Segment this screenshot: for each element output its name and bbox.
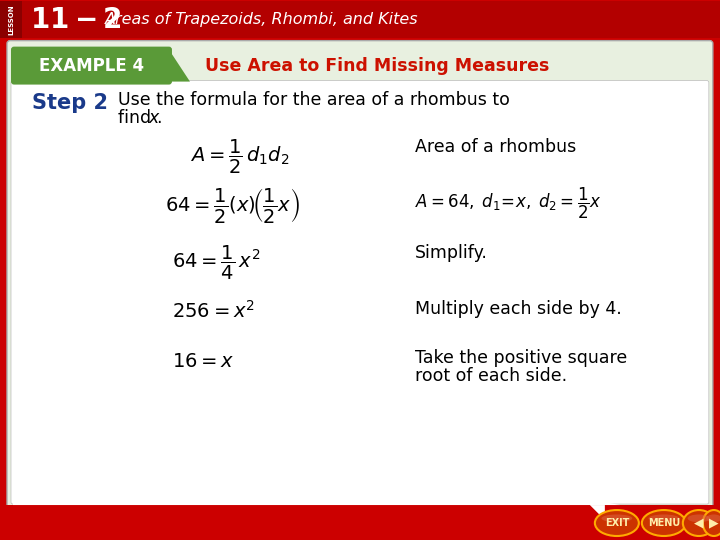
FancyBboxPatch shape xyxy=(0,505,720,540)
Ellipse shape xyxy=(642,510,686,536)
Text: $256 = x^2$: $256 = x^2$ xyxy=(172,300,255,322)
FancyBboxPatch shape xyxy=(11,80,708,504)
Text: Simplify.: Simplify. xyxy=(415,245,487,262)
Ellipse shape xyxy=(601,515,632,522)
Text: LESSON: LESSON xyxy=(8,4,14,35)
Text: ◀: ◀ xyxy=(694,517,703,530)
Text: Take the positive square: Take the positive square xyxy=(415,349,627,367)
Text: Areas of Trapezoids, Rhombi, and Kites: Areas of Trapezoids, Rhombi, and Kites xyxy=(105,12,418,27)
Text: $64 = \dfrac{1}{4}\,x^2$: $64 = \dfrac{1}{4}\,x^2$ xyxy=(172,245,261,282)
Text: $x$: $x$ xyxy=(148,109,161,126)
Text: $A = \dfrac{1}{2}\,d_1 d_2$: $A = \dfrac{1}{2}\,d_1 d_2$ xyxy=(190,138,289,176)
Text: EXIT: EXIT xyxy=(605,518,629,528)
FancyBboxPatch shape xyxy=(0,1,22,38)
Text: Step 2: Step 2 xyxy=(32,92,108,112)
FancyBboxPatch shape xyxy=(0,1,720,38)
Text: $64 = \dfrac{1}{2}(x)\!\left(\dfrac{1}{2}x\right)$: $64 = \dfrac{1}{2}(x)\!\left(\dfrac{1}{2… xyxy=(165,186,300,225)
Text: Multiply each side by 4.: Multiply each side by 4. xyxy=(415,300,621,318)
Text: Area of a rhombus: Area of a rhombus xyxy=(415,138,576,156)
Text: Use Area to Find Missing Measures: Use Area to Find Missing Measures xyxy=(205,57,549,75)
Ellipse shape xyxy=(706,515,720,522)
Ellipse shape xyxy=(703,510,720,536)
Text: ▶: ▶ xyxy=(709,517,719,530)
Polygon shape xyxy=(13,502,620,505)
Polygon shape xyxy=(169,50,190,82)
Ellipse shape xyxy=(649,515,679,522)
Text: MENU: MENU xyxy=(648,518,680,528)
Text: .: . xyxy=(156,109,161,126)
Ellipse shape xyxy=(595,510,639,536)
FancyBboxPatch shape xyxy=(7,40,713,508)
Text: root of each side.: root of each side. xyxy=(415,367,567,385)
Text: Use the formula for the area of a rhombus to: Use the formula for the area of a rhombu… xyxy=(118,91,510,109)
Text: find: find xyxy=(118,109,156,126)
Text: EXAMPLE 4: EXAMPLE 4 xyxy=(40,57,145,75)
Polygon shape xyxy=(10,505,605,520)
FancyBboxPatch shape xyxy=(11,46,172,85)
Ellipse shape xyxy=(683,510,715,536)
Text: $A = 64,\; d_1\!=\! x,\; d_2 = \dfrac{1}{2}x$: $A = 64,\; d_1\!=\! x,\; d_2 = \dfrac{1}… xyxy=(415,185,602,221)
Text: $\mathbf{11-2}$: $\mathbf{11-2}$ xyxy=(30,5,122,33)
Text: $16 = x$: $16 = x$ xyxy=(172,352,235,371)
Ellipse shape xyxy=(688,515,710,522)
